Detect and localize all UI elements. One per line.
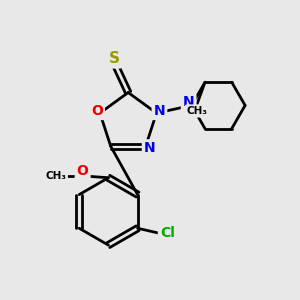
Text: O: O [77, 164, 88, 178]
Text: S: S [109, 51, 120, 66]
Text: O: O [91, 104, 103, 118]
Text: CH₃: CH₃ [45, 171, 66, 181]
Text: N: N [183, 95, 194, 110]
Text: N: N [144, 141, 155, 155]
Text: CH₃: CH₃ [187, 106, 208, 116]
Text: N: N [154, 104, 165, 118]
Text: Cl: Cl [160, 226, 175, 240]
